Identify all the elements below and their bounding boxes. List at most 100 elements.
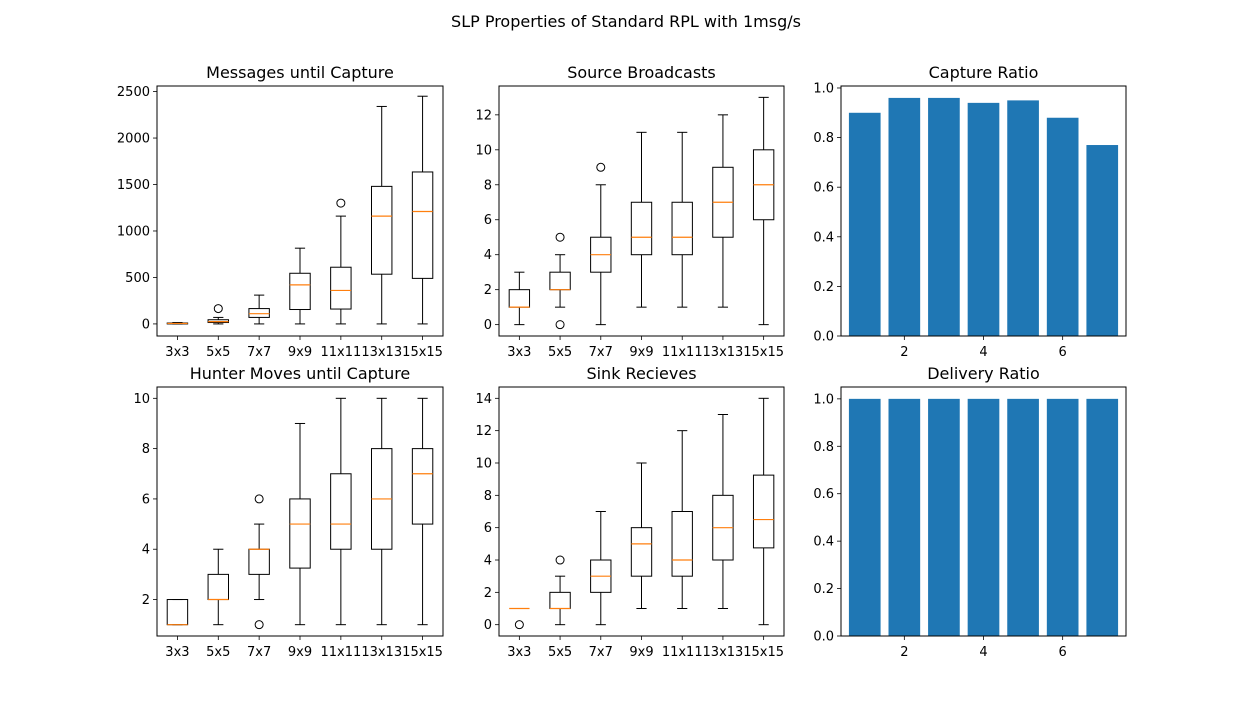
outlier-point [555,555,565,565]
x-tick-label: 7x7 [247,345,271,360]
bar-3 [928,97,960,337]
outlier-point [596,162,606,172]
box-11x11 [330,397,352,626]
iqr-box [248,548,270,575]
x-tick-label: 3x3 [165,345,189,360]
x-tick-label: 13x13 [703,345,744,360]
y-tick-label: 0.6 [813,487,834,502]
axes-frame [840,386,1127,637]
outlier-point [254,494,264,504]
y-tick-label: 10 [475,143,492,158]
bar-2 [888,97,921,337]
axes-frame [498,85,785,337]
box-9x9 [289,247,311,325]
bar-6 [1046,117,1079,336]
x-tick-label: 15x15 [743,345,784,360]
box-9x9 [630,462,653,610]
iqr-box [166,599,189,626]
box-13x13 [712,413,734,610]
y-tick-label: 8 [484,489,492,504]
x-tick-label: 3x3 [507,345,531,360]
x-tick-label: 13x13 [361,345,402,360]
box-15x15 [411,397,434,626]
bar-6 [1046,398,1079,636]
x-tick-label: 11x11 [320,645,361,660]
y-tick-label: 1500 [117,178,150,193]
iqr-box [630,527,653,577]
y-tick-label: 10 [475,456,492,471]
y-tick-label: 1.0 [813,392,834,407]
subplot-1: Messages until Capture 0 500 1000 1500 2000 25… [117,63,444,360]
x-tick-label: 11x11 [320,345,361,360]
subplot-3: Capture Ratio 0.0 0.2 0.4 0.6 0.8 1.0 2 4 6 [813,63,1127,360]
y-tick-label: 500 [125,271,150,286]
bar-4 [967,398,1000,636]
x-tick-label: 3x3 [507,645,531,660]
iqr-box [411,448,434,525]
iqr-box [248,308,270,318]
y-tick-label: 1.0 [813,81,834,96]
box-5x5 [207,548,229,626]
x-tick-label: 15x15 [743,645,784,660]
x-tick-label: 6 [1059,345,1067,360]
y-tick-label: 1000 [117,224,150,239]
y-tick-label: 0.6 [813,181,834,196]
x-tick-label: 7x7 [589,645,613,660]
bar-2 [888,398,921,636]
subplot-title: Hunter Moves until Capture [190,364,411,383]
x-tick-label: 15x15 [402,345,443,360]
box-3x3 [509,607,530,630]
y-tick-label: 6 [484,521,492,536]
y-tick-label: 2 [142,593,150,608]
subplot-title: Sink Recieves [586,364,696,383]
x-tick-label: 15x15 [402,645,443,660]
subplot-title: Messages until Capture [206,63,394,82]
iqr-box [371,185,393,275]
x-tick-label: 7x7 [247,645,271,660]
subplot-5: Sink Recieves 0 2 4 6 8 10 12 14 3x3 5x5 7x7 9x9 11x1… [475,364,785,660]
y-tick-label: 8 [142,442,150,457]
y-tick-label: 12 [475,108,492,123]
y-tick-label: 0 [484,618,492,633]
box-7x7 [248,294,270,325]
y-tick-label: 0.8 [813,440,834,455]
y-tick-label: 6 [142,492,150,507]
bar-1 [848,398,881,636]
box-3x3 [166,599,189,626]
y-tick-label: 0.4 [813,535,834,550]
iqr-box [671,511,693,577]
outlier-point [514,620,524,630]
box-13x13 [371,397,393,626]
y-tick-label: 0.2 [813,582,834,597]
x-tick-label: 5x5 [206,645,230,660]
x-tick-label: 2 [900,645,908,660]
box-5x5 [207,304,229,325]
figure-title: SLP Properties of Standard RPL with 1msg… [451,12,801,31]
iqr-box [630,201,653,256]
box-11x11 [330,198,352,325]
x-tick-label: 13x13 [361,645,402,660]
x-tick-label: 4 [979,645,987,660]
iqr-box [207,573,229,601]
outlier-point [213,304,223,314]
box-15x15 [411,95,434,325]
outlier-point [555,320,565,330]
y-tick-label: 4 [484,248,492,263]
box-7x7 [590,511,612,626]
box-3x3 [166,322,189,325]
outlier-point [336,198,346,208]
y-tick-label: 4 [484,554,492,569]
box-9x9 [289,422,311,626]
y-tick-label: 0.2 [813,280,834,295]
iqr-box [411,171,434,279]
box-5x5 [549,555,571,626]
iqr-box [549,271,571,291]
y-tick-label: 10 [133,392,150,407]
box-13x13 [712,114,734,308]
axes-frame [498,386,785,637]
x-tick-label: 4 [979,345,987,360]
box-13x13 [371,105,393,325]
outlier-point [254,620,264,630]
box-3x3 [508,271,531,326]
iqr-box [289,272,311,311]
